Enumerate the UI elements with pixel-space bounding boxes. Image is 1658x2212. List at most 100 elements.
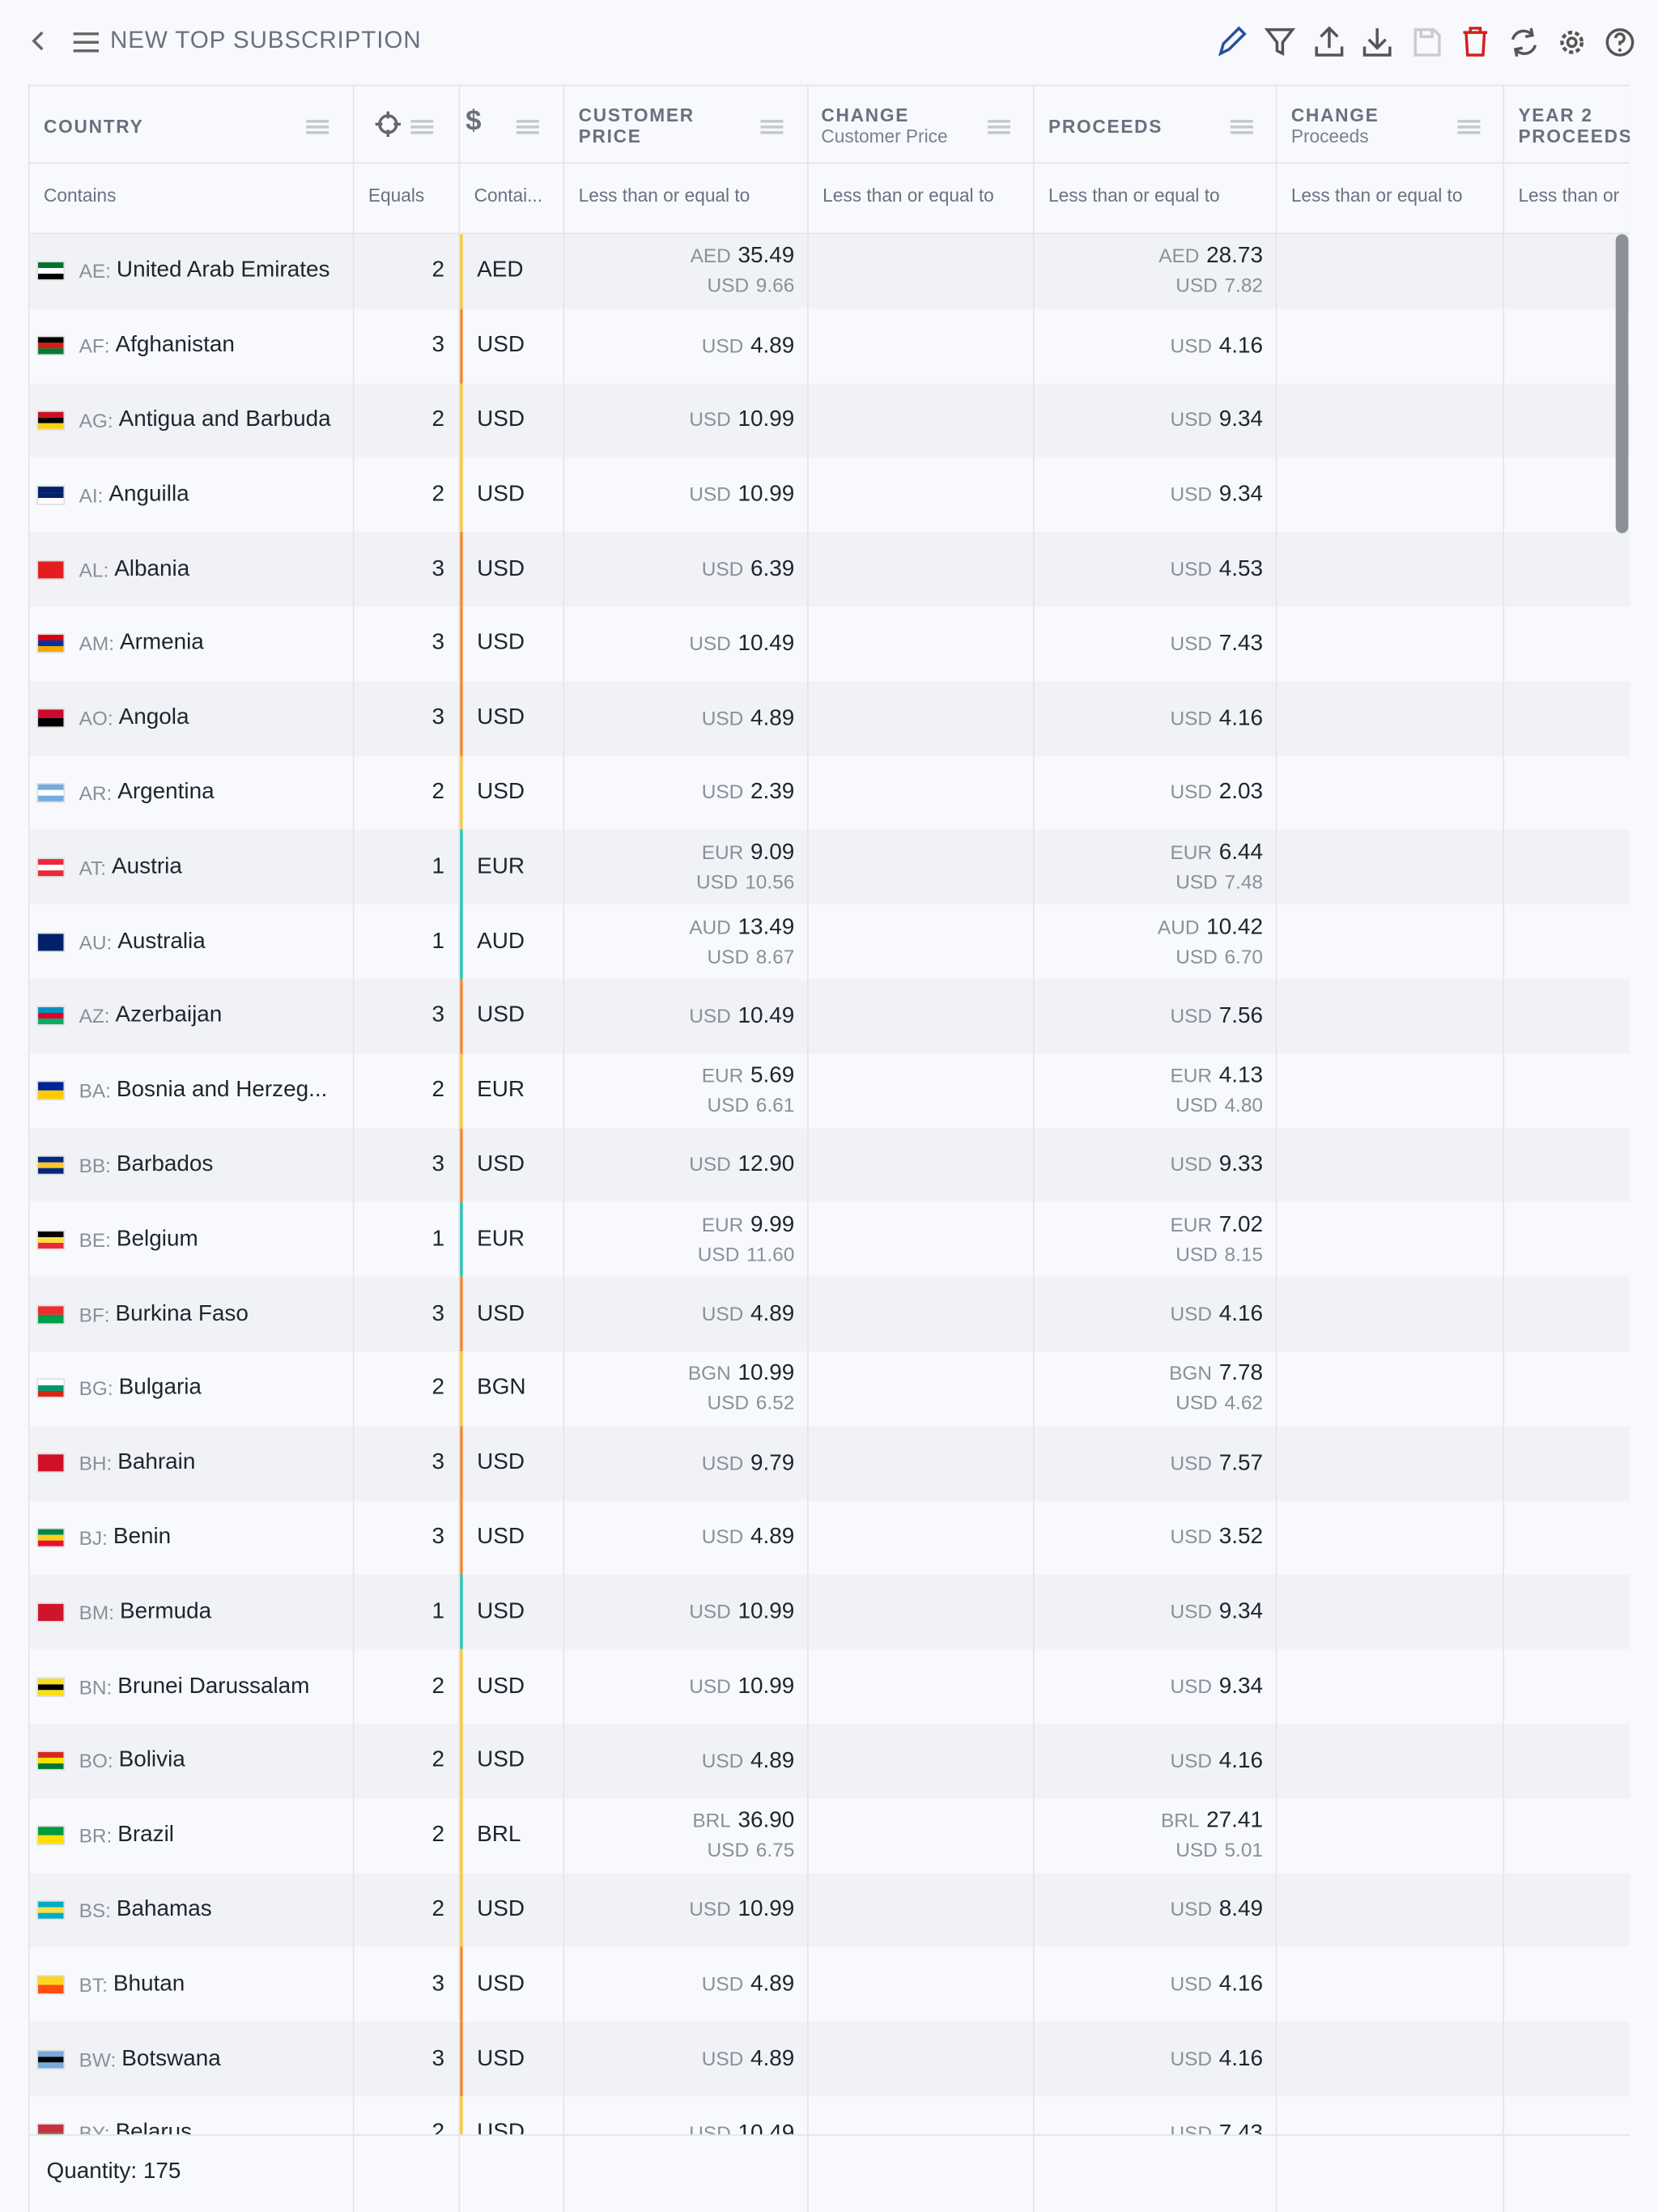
table-cell: AR: Argentina	[30, 755, 355, 831]
currency-code: USD	[701, 1749, 744, 1772]
edit-button[interactable]	[1218, 26, 1247, 57]
table-row[interactable]: AE: United Arab Emirates 2 AED AED 35.49 USD 9.…	[29, 234, 1630, 309]
table-row[interactable]: AI: Anguilla 2 USD USD 10.99 USD 9.34	[29, 457, 1630, 533]
table-row[interactable]: BR: Brazil 2 BRL BRL 36.90 USD 6.75 BRL 27.41 USD 5…	[29, 1798, 1630, 1874]
country-name: Botswana	[121, 2046, 221, 2071]
filter-input[interactable]: Contai...	[460, 164, 565, 235]
table-cell	[1277, 1128, 1505, 1203]
table-row[interactable]: AM: Armenia 3 USD USD 10.49 USD 7.43	[29, 606, 1630, 682]
table-cell: 2	[354, 1798, 461, 1874]
flag-stripe	[38, 864, 64, 870]
amount: 10.42	[1206, 915, 1263, 939]
price-line: EUR 9.09	[702, 838, 795, 868]
delete-button[interactable]	[1463, 27, 1488, 57]
table-row[interactable]: BW: Botswana 3 USD USD 4.89 USD 4.16	[29, 2022, 1630, 2097]
table-row[interactable]: AF: Afghanistan 3 USD USD 4.89 USD 4.16	[29, 308, 1630, 384]
currency-code: USD	[707, 1838, 750, 1861]
header-cell[interactable]	[29, 86, 355, 164]
table-row[interactable]: BF: Burkina Faso 3 USD USD 4.89 USD 4.16	[29, 1277, 1630, 1352]
country-code: AU:	[79, 930, 113, 954]
filter-input[interactable]: Contains	[29, 164, 355, 235]
table-row[interactable]: BM: Bermuda 1 USD USD 10.99 USD 9.34	[29, 1575, 1630, 1650]
table-cell: USD 4.16	[1035, 2022, 1278, 2097]
table-row[interactable]: BT: Bhutan 3 USD USD 4.89 USD 4.16	[29, 1947, 1630, 2023]
amount: 9.34	[1218, 1674, 1263, 1699]
header-cell[interactable]	[354, 86, 461, 164]
table-cell	[809, 1277, 1035, 1352]
price-line: USD 6.39	[702, 555, 795, 585]
amount: 10.99	[738, 408, 795, 433]
table-row[interactable]: BA: Bosnia and Herzeg... 2 EUR EUR 5.69 USD 6.6…	[29, 1053, 1630, 1129]
currency-code: USD	[695, 870, 738, 893]
help-button[interactable]	[1605, 28, 1635, 57]
currency-code: USD	[1170, 1674, 1212, 1698]
flag-stripe	[38, 2125, 64, 2134]
filter-input[interactable]: Less than or equal to	[1277, 164, 1505, 235]
column-menu[interactable]	[988, 120, 1010, 134]
table-row[interactable]: AO: Angola 3 USD USD 4.89 USD 4.16	[29, 681, 1630, 756]
filter-input[interactable]: Less than or equal to	[1034, 164, 1278, 235]
table-cell: 1	[354, 1202, 461, 1278]
column-menu[interactable]	[1230, 120, 1253, 134]
table-row[interactable]: AT: Austria 1 EUR EUR 9.09 USD 10.56 EUR 6.44 USD 7…	[29, 830, 1630, 905]
table-cell	[809, 383, 1035, 458]
table-row[interactable]: AZ: Azerbaijan 3 USD USD 10.49 USD 7.56	[29, 979, 1630, 1054]
amount: 10.99	[738, 1898, 795, 1922]
header-cell[interactable]	[808, 86, 1035, 164]
header-cell[interactable]	[460, 86, 565, 164]
table-row[interactable]: BJ: Benin 3 USD USD 4.89 USD 3.52	[29, 1500, 1630, 1576]
currency-code: USD	[1170, 557, 1212, 581]
table-row[interactable]: BN: Brunei Darussalam 2 USD USD 10.99 USD 9.34	[29, 1649, 1630, 1725]
currency-code: USD	[1175, 1838, 1218, 1861]
header-cell[interactable]	[1034, 86, 1278, 164]
filter-input[interactable]: Less than or equal to	[808, 164, 1035, 235]
back-button[interactable]	[25, 25, 53, 56]
tier: 3	[432, 631, 445, 656]
download-button[interactable]	[1363, 28, 1392, 57]
column-menu[interactable]	[1457, 120, 1481, 134]
table-row[interactable]: BS: Bahamas 2 USD USD 10.99 USD 8.49	[29, 1873, 1630, 1948]
price-line: BRL 27.41	[1161, 1806, 1263, 1836]
upload-button[interactable]	[1315, 26, 1344, 57]
table-row[interactable]: BG: Bulgaria 2 BGN BGN 10.99 USD 6.52 BGN 7.78 USD…	[29, 1351, 1630, 1427]
scrollbar[interactable]	[1615, 234, 1629, 534]
table-row[interactable]: BO: Bolivia 2 USD USD 4.89 USD 4.16	[29, 1724, 1630, 1799]
amount: 9.66	[755, 274, 795, 297]
column-menu[interactable]	[410, 120, 434, 134]
amount: 6.61	[755, 1093, 795, 1117]
amount: 6.44	[1218, 840, 1263, 865]
filter-input[interactable]: Less than or	[1504, 164, 1630, 235]
filter-input[interactable]: Less than or equal to	[564, 164, 809, 235]
header-cell[interactable]	[1277, 86, 1505, 164]
column-menu[interactable]	[306, 120, 329, 134]
table-row[interactable]: BH: Bahrain 3 USD USD 9.79 USD 7.57	[29, 1426, 1630, 1501]
table-row[interactable]: AU: Australia 1 AUD AUD 13.49 USD 8.67 AUD 10.42 U…	[29, 904, 1630, 980]
header-cell[interactable]	[564, 86, 809, 164]
country-code: BG:	[79, 1377, 113, 1401]
table-cell	[1277, 1053, 1505, 1129]
table-cell	[809, 308, 1035, 384]
column-menu[interactable]	[760, 120, 784, 134]
settings-button[interactable]	[1560, 30, 1584, 54]
table-cell: BJ: Benin	[30, 1500, 355, 1576]
filter-input[interactable]: Equals	[354, 164, 461, 235]
price-line: USD 4.16	[1170, 331, 1263, 361]
table-cell: USD	[460, 681, 565, 756]
table-row[interactable]: AR: Argentina 2 USD USD 2.39 USD 2.03	[29, 755, 1630, 831]
table-row[interactable]: BE: Belgium 1 EUR EUR 9.99 USD 11.60 EUR 7.02 USD 8…	[29, 1202, 1630, 1278]
currency-code: USD	[689, 632, 731, 655]
table-row[interactable]: BB: Barbados 3 USD USD 12.90 USD 9.33	[29, 1128, 1630, 1203]
flag-stripe	[38, 342, 64, 349]
column-menu[interactable]	[516, 120, 539, 134]
refresh-button[interactable]	[1511, 28, 1537, 57]
save-button[interactable]	[1414, 28, 1441, 57]
amount: 8.67	[755, 944, 795, 968]
amount: 6.75	[755, 1838, 795, 1861]
table-row[interactable]: AL: Albania 3 USD USD 6.39 USD 4.53	[29, 532, 1630, 607]
table-row[interactable]: AG: Antigua and Barbuda 2 USD USD 10.99 USD 9.3…	[29, 383, 1630, 458]
header-cell[interactable]	[1504, 86, 1630, 164]
currency-code: USD	[1170, 781, 1212, 804]
menu-button[interactable]	[70, 28, 101, 57]
currency-code: USD	[1170, 334, 1212, 357]
filter-button[interactable]	[1264, 28, 1296, 57]
